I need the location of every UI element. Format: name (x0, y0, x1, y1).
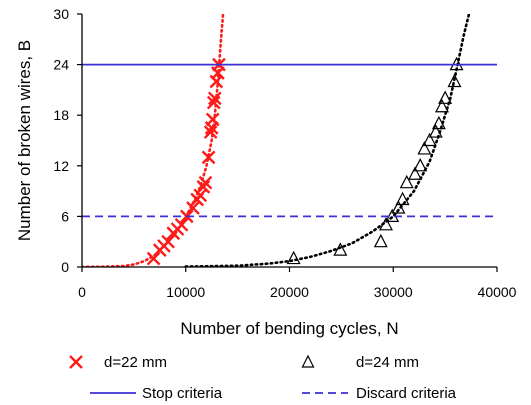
legend: d=22 mm d=24 mm Stop criteria Discard crite… (69, 354, 457, 402)
x-tick-label: 30000 (374, 284, 413, 300)
x-tick-label: 10000 (166, 284, 205, 300)
y-tick-label: 6 (61, 208, 69, 224)
x-tick-label: 20000 (270, 284, 309, 300)
y-tick-label: 30 (53, 6, 69, 22)
legend-item: Discard criteria (302, 385, 457, 402)
trendline-d-22-mm (82, 14, 225, 267)
y-tick-label: 12 (53, 158, 69, 174)
data-point-d22 (174, 217, 189, 232)
data-point-d24 (431, 115, 446, 130)
data-point-d24 (428, 124, 443, 138)
legend-label: d=24 mm (356, 354, 419, 371)
legend-label: Stop criteria (142, 385, 223, 402)
legend-triangle-marker-icon (301, 354, 315, 368)
data-point-d24 (378, 217, 393, 231)
data-point-d22 (186, 201, 200, 215)
legend-label: d=22 mm (104, 354, 167, 371)
data-point-d22 (203, 125, 218, 139)
data-point-d24 (333, 242, 348, 256)
data-point-d22 (161, 234, 175, 249)
data-point-d24 (435, 98, 450, 113)
data-point-d24 (373, 233, 388, 248)
x-axis-title: Number of bending cycles, N (180, 319, 398, 338)
legend-item: d=24 mm (301, 354, 419, 371)
data-point-d24 (447, 73, 462, 88)
data-point-d22 (205, 112, 220, 127)
y-tick-label: 24 (53, 57, 69, 73)
plot-area (82, 14, 497, 267)
y-tick-label: 0 (61, 259, 69, 275)
y-tick-label: 18 (53, 107, 69, 123)
x-tick-label: 0 (78, 284, 86, 300)
x-tick-label: 40000 (478, 284, 517, 300)
data-point-d22 (201, 150, 216, 165)
legend-item: Stop criteria (90, 385, 223, 402)
data-point-d24 (438, 90, 453, 104)
data-point-d22 (207, 91, 222, 106)
data-point-d24 (408, 166, 423, 180)
data-point-d24 (399, 174, 414, 189)
data-point-d24 (413, 158, 428, 172)
data-point-d22 (146, 251, 161, 266)
data-point-d24 (395, 191, 410, 206)
axes: 0 6 12 18 24 30 0 10000 20000 30000 40000 (53, 6, 516, 300)
data-point-d24 (286, 250, 301, 265)
legend-item: d=22 mm (69, 354, 167, 371)
data-point-d24 (391, 200, 406, 214)
legend-x-marker-icon (69, 355, 83, 369)
data-point-d24 (417, 141, 432, 155)
legend-label: Discard criteria (356, 385, 457, 402)
data-point-d22 (196, 180, 211, 194)
data-point-d22 (193, 188, 208, 203)
data-point-d22 (206, 95, 221, 110)
data-point-d24 (422, 132, 437, 147)
data-point-d22 (198, 175, 213, 190)
y-axis-title: Number of broken wires, B (15, 40, 34, 241)
plot-content (82, 14, 471, 267)
